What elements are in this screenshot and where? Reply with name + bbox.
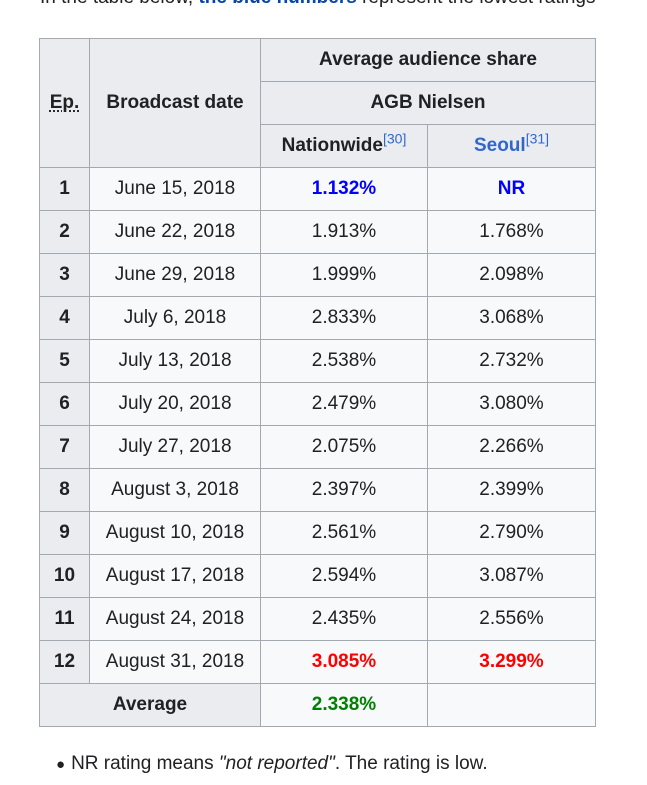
table-row: 2 June 22, 2018 1.913% 1.768%	[39, 210, 596, 254]
episode-number: 6	[39, 382, 90, 426]
nationwide-rating: 2.833%	[260, 296, 428, 340]
nationwide-rating: 1.999%	[260, 253, 428, 297]
table-row: 5 July 13, 2018 2.538% 2.732%	[39, 339, 596, 383]
nationwide-rating: 2.075%	[260, 425, 428, 469]
header-agb-nielsen: AGB Nielsen	[260, 81, 596, 125]
footnote: ● NR rating means "not reported". The rat…	[56, 751, 488, 778]
episode-number: 3	[39, 253, 90, 297]
table-body: 1 June 15, 2018 1.132% NR 2 June 22, 2018 1.91…	[39, 167, 596, 684]
episode-number: 1	[39, 167, 90, 211]
table-row: 4 July 6, 2018 2.833% 3.068%	[39, 296, 596, 340]
note-prefix: NR rating means	[71, 753, 219, 774]
table-row: 9 August 10, 2018 2.561% 2.790%	[39, 511, 596, 555]
nationwide-rating: 2.594%	[260, 554, 428, 598]
seoul-rating: NR	[427, 167, 596, 211]
header-seoul: Seoul[31]	[427, 124, 596, 168]
average-row: Average 2.338%	[39, 683, 596, 727]
table-row: 11 August 24, 2018 2.435% 2.556%	[39, 597, 596, 641]
broadcast-date: June 29, 2018	[89, 253, 261, 297]
header-broadcast-date: Broadcast date	[89, 38, 261, 168]
broadcast-date: July 13, 2018	[89, 339, 261, 383]
header-row-3: Nationwide[30] Seoul[31]	[40, 124, 596, 168]
average-label: Average	[39, 683, 261, 727]
broadcast-date: June 22, 2018	[89, 210, 261, 254]
intro-suffix: represent the lowest ratings	[357, 0, 595, 8]
nationwide-rating: 2.479%	[260, 382, 428, 426]
seoul-ref-link[interactable]: [31]	[525, 130, 550, 147]
seoul-rating: 2.399%	[427, 468, 596, 512]
header-ep: Ep.	[39, 38, 90, 168]
nationwide-ref-link[interactable]: [30]	[382, 130, 407, 147]
ratings-table: Ep. Broadcast date Average audience shar…	[39, 38, 596, 727]
seoul-rating: 3.299%	[427, 640, 596, 684]
broadcast-date: June 15, 2018	[89, 167, 261, 211]
seoul-rating: 2.266%	[427, 425, 596, 469]
nationwide-rating: 2.538%	[260, 339, 428, 383]
seoul-rating: 3.087%	[427, 554, 596, 598]
header-row-2: AGB Nielsen	[40, 81, 596, 125]
seoul-link[interactable]: Seoul	[473, 135, 526, 156]
broadcast-date: July 6, 2018	[89, 296, 261, 340]
episode-number: 7	[39, 425, 90, 469]
nationwide-rating: 1.913%	[260, 210, 428, 254]
header-row-1: Ep. Broadcast date Average audience shar…	[39, 38, 596, 168]
broadcast-date: August 24, 2018	[89, 597, 261, 641]
seoul-rating: 3.080%	[427, 382, 596, 426]
note-suffix: . The rating is low.	[334, 753, 488, 774]
seoul-rating: 3.068%	[427, 296, 596, 340]
nationwide-rating: 2.397%	[260, 468, 428, 512]
table-row: 6 July 20, 2018 2.479% 3.080%	[39, 382, 596, 426]
seoul-rating: 1.768%	[427, 210, 596, 254]
episode-number: 4	[39, 296, 90, 340]
seoul-rating: 2.098%	[427, 253, 596, 297]
episode-number: 10	[39, 554, 90, 598]
intro-highlight: the blue numbers	[198, 0, 356, 8]
table-row: 3 June 29, 2018 1.999% 2.098%	[39, 253, 596, 297]
table-row: 12 August 31, 2018 3.085% 3.299%	[39, 640, 596, 684]
intro-prefix: In the table below,	[40, 0, 198, 8]
episode-number: 2	[39, 210, 90, 254]
header-average-share: Average audience share	[260, 38, 596, 82]
broadcast-date: August 17, 2018	[89, 554, 261, 598]
nationwide-label: Nationwide	[281, 135, 383, 156]
episode-number: 8	[39, 468, 90, 512]
table-header: Ep. Broadcast date Average audience shar…	[39, 38, 596, 168]
broadcast-date: July 27, 2018	[89, 425, 261, 469]
nationwide-rating: 3.085%	[260, 640, 428, 684]
header-nationwide: Nationwide[30]	[260, 124, 428, 168]
broadcast-date: August 10, 2018	[89, 511, 261, 555]
table-footer: Average 2.338%	[39, 683, 596, 727]
seoul-rating: 2.732%	[427, 339, 596, 383]
episode-number: 12	[39, 640, 90, 684]
note-quoted: "not reported"	[218, 753, 335, 774]
table-row: 7 July 27, 2018 2.075% 2.266%	[39, 425, 596, 469]
table-row: 8 August 3, 2018 2.397% 2.399%	[39, 468, 596, 512]
broadcast-date: August 31, 2018	[89, 640, 261, 684]
nationwide-rating: 1.132%	[260, 167, 428, 211]
table-row: 10 August 17, 2018 2.594% 3.087%	[39, 554, 596, 598]
table-row: 1 June 15, 2018 1.132% NR	[39, 167, 596, 211]
seoul-rating: 2.790%	[427, 511, 596, 555]
nationwide-rating: 2.561%	[260, 511, 428, 555]
average-nationwide: 2.338%	[260, 683, 428, 727]
nationwide-rating: 2.435%	[260, 597, 428, 641]
intro-text: In the table below, the blue numbers rep…	[40, 0, 596, 10]
ep-abbr[interactable]: Ep.	[49, 92, 80, 113]
seoul-rating: 2.556%	[427, 597, 596, 641]
broadcast-date: July 20, 2018	[89, 382, 261, 426]
episode-number: 5	[39, 339, 90, 383]
average-seoul	[427, 683, 596, 727]
episode-number: 9	[39, 511, 90, 555]
bullet-icon: ●	[56, 756, 66, 773]
broadcast-date: August 3, 2018	[89, 468, 261, 512]
episode-number: 11	[39, 597, 90, 641]
